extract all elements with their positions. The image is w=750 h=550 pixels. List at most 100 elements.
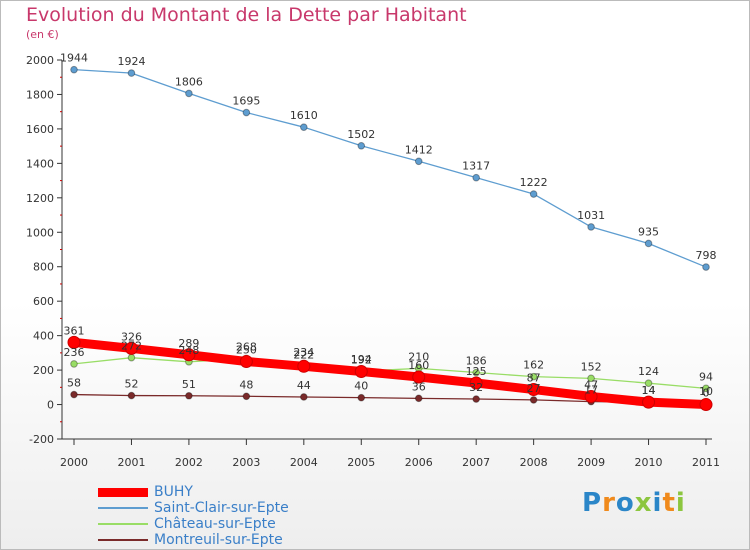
data-label: 44 [297, 379, 311, 392]
data-point [182, 348, 196, 362]
y-tick-label: 200 [33, 364, 54, 377]
data-label: 160 [408, 359, 429, 372]
data-label: 1317 [462, 160, 490, 173]
data-label: 186 [466, 355, 487, 368]
data-label: 248 [178, 344, 199, 357]
data-point [469, 376, 483, 390]
y-tick-label: -200 [29, 433, 54, 446]
y-tick-label: 1400 [26, 157, 54, 170]
data-point [529, 190, 538, 198]
x-tick-label: 2000 [60, 456, 88, 469]
data-label: 1222 [520, 176, 548, 189]
logo-letter: o [615, 488, 635, 518]
x-tick-label: 2008 [520, 456, 548, 469]
y-tick-label: 1600 [26, 123, 54, 136]
data-label: 52 [124, 378, 138, 391]
logo-letter: i [652, 488, 663, 518]
data-point [70, 65, 78, 74]
legend-label: Saint-Clair-sur-Epte [154, 500, 289, 516]
data-label: 1924 [117, 55, 145, 68]
data-label: 234 [293, 346, 314, 359]
legend-swatch [98, 507, 148, 509]
legend-label: BUHY [154, 484, 193, 500]
data-point [702, 263, 710, 271]
legend-swatch [98, 523, 148, 525]
data-label: 222 [293, 348, 314, 361]
x-tick-label: 2005 [347, 456, 375, 469]
data-point [70, 390, 78, 399]
data-label: 162 [523, 359, 544, 372]
data-point [472, 395, 480, 403]
series-line-buhy [69, 337, 711, 410]
data-label: 268 [236, 340, 257, 353]
proxiti-logo: Proxiti [582, 488, 686, 518]
logo-letter: t [662, 488, 676, 518]
data-label: 40 [354, 380, 368, 393]
legend-swatch [98, 539, 148, 541]
data-label: 27 [527, 382, 541, 395]
legend-item: Château-sur-Epte [98, 516, 289, 532]
y-tick-label: 600 [33, 295, 54, 308]
data-label: 272 [121, 340, 142, 353]
y-tick-label: 1800 [26, 88, 54, 101]
data-point [412, 370, 426, 384]
data-point [529, 372, 538, 381]
data-point [300, 393, 308, 401]
x-tick-label: 2009 [577, 456, 605, 469]
data-point [527, 383, 541, 397]
x-tick-label: 2004 [290, 456, 318, 469]
data-label: 250 [236, 343, 257, 356]
data-label: 0 [703, 387, 710, 400]
data-point [300, 123, 308, 131]
data-label: 798 [696, 249, 717, 262]
x-tick-label: 2010 [635, 456, 663, 469]
data-point [127, 69, 136, 77]
data-point [242, 392, 251, 401]
logo-letter: r [602, 488, 616, 518]
legend-item: BUHY [98, 484, 289, 500]
data-label: 194 [351, 353, 372, 366]
chart-title: Evolution du Montant de la Dette par Hab… [26, 4, 467, 26]
data-point [699, 398, 713, 412]
chart-subtitle: (en €) [26, 28, 59, 41]
data-label: 935 [638, 225, 659, 238]
legend-swatch [98, 487, 148, 497]
data-label: 51 [182, 378, 196, 391]
chart-legend: BUHY Saint-Clair-sur-Epte Château-sur-Epte… [98, 484, 289, 548]
data-point [185, 89, 193, 98]
data-label: 17 [584, 384, 598, 397]
data-label: 47 [584, 378, 598, 391]
data-point [642, 395, 656, 409]
legend-label: Montreuil-sur-Epte [154, 532, 283, 548]
data-label: 289 [178, 337, 199, 350]
data-point [472, 368, 480, 377]
legend-label: Château-sur-Epte [154, 516, 276, 532]
y-tick-label: 800 [33, 261, 54, 274]
data-point [127, 391, 136, 400]
data-point [357, 393, 366, 402]
data-point [67, 335, 81, 349]
data-point [472, 173, 480, 182]
data-label: 1031 [577, 209, 605, 222]
data-label: 10 [699, 385, 713, 398]
data-label: 361 [64, 324, 85, 337]
data-label: 326 [121, 330, 142, 343]
data-label: 125 [466, 365, 487, 378]
data-label: 1610 [290, 109, 318, 122]
logo-letter: x [634, 488, 653, 518]
y-tick-label: 2000 [26, 54, 54, 67]
data-label: 94 [699, 370, 713, 383]
data-point [297, 359, 311, 373]
data-label: 32 [469, 381, 483, 394]
x-tick-label: 2007 [462, 456, 490, 469]
data-point [185, 391, 193, 400]
x-tick-label: 2003 [232, 456, 260, 469]
data-label: 236 [64, 346, 85, 359]
x-tick-label: 2006 [405, 456, 433, 469]
data-point [584, 389, 598, 403]
data-label: 124 [638, 365, 659, 378]
data-label: 210 [408, 350, 429, 363]
data-label: 1944 [60, 52, 88, 65]
